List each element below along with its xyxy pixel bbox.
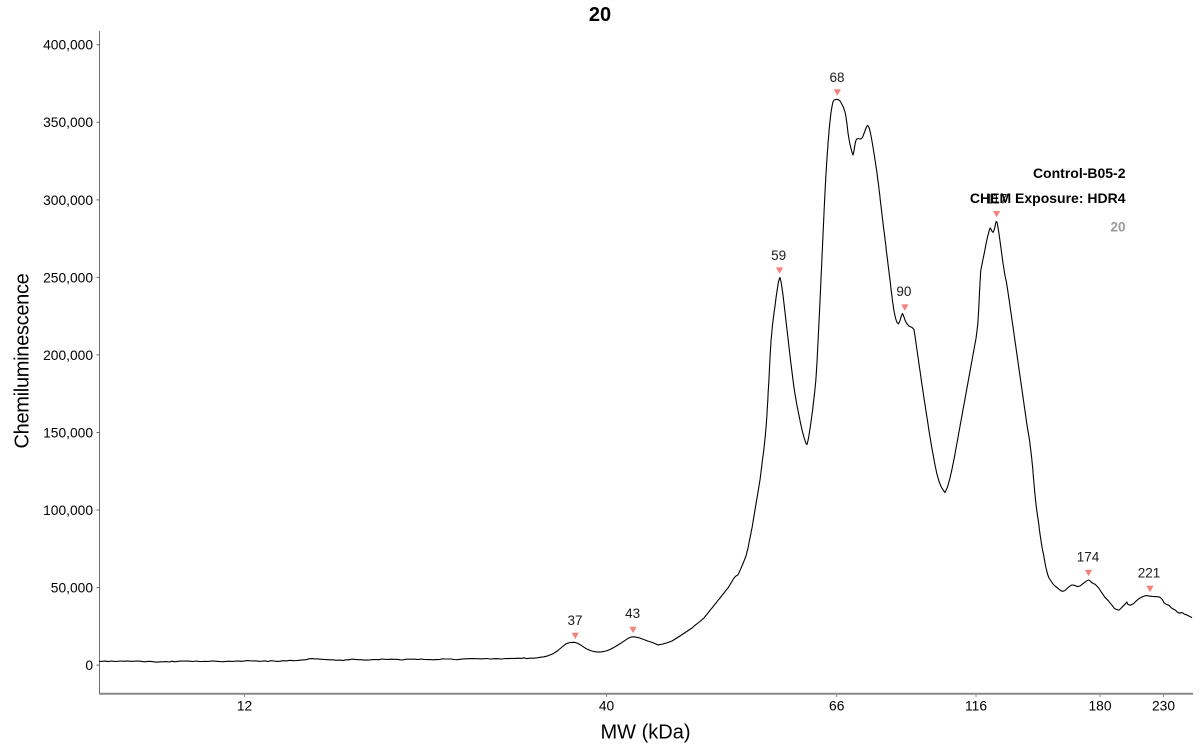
- svg-text:350,000: 350,000: [43, 115, 93, 130]
- svg-text:20: 20: [589, 4, 611, 26]
- svg-text:50,000: 50,000: [51, 581, 94, 596]
- svg-text:59: 59: [771, 248, 786, 263]
- svg-text:90: 90: [896, 284, 911, 299]
- svg-text:12: 12: [237, 699, 252, 714]
- svg-text:117: 117: [986, 192, 1008, 207]
- svg-text:300,000: 300,000: [43, 193, 93, 208]
- svg-text:174: 174: [1077, 550, 1100, 565]
- svg-text:0: 0: [85, 658, 93, 673]
- svg-text:68: 68: [829, 70, 844, 85]
- svg-text:230: 230: [1152, 699, 1175, 714]
- svg-text:20: 20: [1110, 220, 1125, 235]
- svg-text:Control-B05-2: Control-B05-2: [1033, 165, 1126, 181]
- svg-text:100,000: 100,000: [43, 503, 93, 518]
- svg-text:CHEM Exposure: HDR4: CHEM Exposure: HDR4: [970, 190, 1126, 206]
- svg-text:400,000: 400,000: [43, 38, 93, 53]
- svg-text:150,000: 150,000: [43, 425, 93, 440]
- svg-text:43: 43: [625, 606, 640, 621]
- svg-text:250,000: 250,000: [43, 270, 93, 285]
- svg-text:116: 116: [965, 699, 987, 714]
- svg-text:66: 66: [829, 699, 845, 714]
- svg-text:221: 221: [1138, 566, 1161, 581]
- svg-text:180: 180: [1088, 699, 1111, 714]
- svg-text:200,000: 200,000: [43, 348, 93, 363]
- svg-text:40: 40: [599, 699, 615, 714]
- svg-text:37: 37: [567, 613, 582, 628]
- svg-text:Chemiluminescence: Chemiluminescence: [12, 273, 34, 448]
- svg-text:MW (kDa): MW (kDa): [601, 722, 691, 744]
